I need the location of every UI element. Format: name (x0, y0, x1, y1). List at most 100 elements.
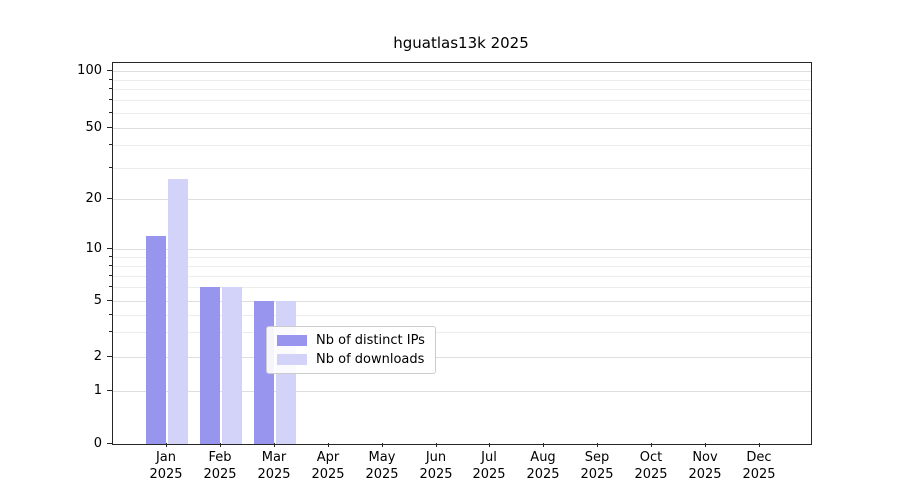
x-tick-mark (382, 443, 383, 447)
y-tick-mark (107, 198, 112, 199)
gridline-minor (113, 80, 811, 81)
x-tick-month: Oct (639, 450, 663, 465)
x-tick-mark (328, 443, 329, 447)
x-tick-mark (759, 443, 760, 447)
y-tick-mark-minor (109, 99, 112, 100)
y-tick-label: 2 (93, 349, 102, 364)
gridline-minor (113, 332, 811, 333)
y-tick-mark-minor (109, 112, 112, 113)
x-tick-month: Mar (261, 450, 287, 465)
bar-nb-of-distinct-ips-jan (146, 236, 166, 444)
bar-nb-of-downloads-feb (222, 287, 242, 444)
x-tick-month: Dec (746, 450, 772, 465)
y-tick-mark-minor (109, 275, 112, 276)
x-tick-month: Aug (530, 450, 556, 465)
y-tick-mark (107, 127, 112, 128)
x-tick-label: Jan 2025 (134, 449, 198, 483)
y-tick-label: 20 (85, 191, 102, 206)
x-tick-month: Jan (155, 450, 177, 465)
chart-title: hguatlas13k 2025 (393, 34, 529, 52)
x-tick-month: Sep (584, 450, 610, 465)
legend-swatch-nb-of-downloads (277, 354, 307, 365)
gridline-minor (113, 113, 811, 114)
y-tick-label: 0 (93, 436, 102, 451)
y-tick-mark-minor (109, 256, 112, 257)
gridline-major (113, 199, 811, 200)
y-tick-label: 100 (77, 63, 102, 78)
gridline-minor (113, 89, 811, 90)
x-tick-month: Apr (316, 450, 340, 465)
legend-item: Nb of distinct IPs (277, 334, 425, 347)
x-tick-year: 2025 (742, 467, 776, 482)
x-tick-month: Feb (208, 450, 232, 465)
x-tick-mark (166, 443, 167, 447)
x-tick-year: 2025 (203, 467, 237, 482)
gridline-minor (113, 145, 811, 146)
x-tick-year: 2025 (365, 467, 399, 482)
x-tick-month: May (368, 450, 396, 465)
x-tick-year: 2025 (257, 467, 291, 482)
x-tick-mark (274, 443, 275, 447)
y-tick-mark-minor (109, 88, 112, 89)
x-tick-label: Oct 2025 (619, 449, 683, 483)
y-tick-mark (107, 248, 112, 249)
y-tick-mark-minor (109, 331, 112, 332)
bar-nb-of-distinct-ips-feb (200, 287, 220, 444)
y-tick-mark-minor (109, 265, 112, 266)
gridline-major (113, 128, 811, 129)
x-tick-label: Nov 2025 (673, 449, 737, 483)
x-tick-month: Jul (481, 450, 497, 465)
y-tick-mark (107, 300, 112, 301)
x-tick-month: Nov (692, 450, 718, 465)
y-tick-mark-minor (109, 286, 112, 287)
x-tick-mark (489, 443, 490, 447)
legend-label: Nb of downloads (316, 352, 425, 367)
x-tick-label: Dec 2025 (727, 449, 791, 483)
x-tick-mark (543, 443, 544, 447)
gridline-major (113, 71, 811, 72)
x-tick-mark (651, 443, 652, 447)
gridline-major (113, 301, 811, 302)
x-tick-year: 2025 (419, 467, 453, 482)
x-tick-year: 2025 (580, 467, 614, 482)
x-tick-mark (705, 443, 706, 447)
x-tick-label: Jun 2025 (404, 449, 468, 483)
x-tick-label: Feb 2025 (188, 449, 252, 483)
x-tick-label: Aug 2025 (511, 449, 575, 483)
y-tick-mark-minor (109, 167, 112, 168)
x-tick-label: May 2025 (350, 449, 414, 483)
x-tick-label: Mar 2025 (242, 449, 306, 483)
gridline-major (113, 391, 811, 392)
x-tick-label: Apr 2025 (296, 449, 360, 483)
gridline-minor (113, 100, 811, 101)
y-tick-mark (107, 70, 112, 71)
y-tick-mark-minor (109, 144, 112, 145)
x-tick-year: 2025 (634, 467, 668, 482)
y-tick-mark (107, 356, 112, 357)
legend-item: Nb of downloads (277, 353, 425, 366)
x-tick-label: Sep 2025 (565, 449, 629, 483)
x-tick-mark (597, 443, 598, 447)
gridline-minor (113, 287, 811, 288)
y-tick-mark-minor (109, 314, 112, 315)
legend-swatch-nb-of-distinct-ips (277, 335, 307, 346)
gridline-minor (113, 266, 811, 267)
y-tick-label: 10 (85, 241, 102, 256)
x-tick-label: Jul 2025 (457, 449, 521, 483)
y-tick-label: 50 (85, 120, 102, 135)
x-tick-year: 2025 (472, 467, 506, 482)
y-tick-mark-minor (109, 79, 112, 80)
bar-nb-of-downloads-jan (168, 179, 188, 444)
gridline-minor (113, 168, 811, 169)
x-tick-month: Jun (425, 450, 447, 465)
plot-area (112, 62, 812, 445)
x-tick-mark (220, 443, 221, 447)
y-tick-mark (107, 443, 112, 444)
gridline-minor (113, 257, 811, 258)
y-tick-label: 5 (93, 293, 102, 308)
y-tick-label: 1 (93, 383, 102, 398)
gridline-minor (113, 276, 811, 277)
gridline-major (113, 357, 811, 358)
legend-label: Nb of distinct IPs (316, 333, 425, 348)
